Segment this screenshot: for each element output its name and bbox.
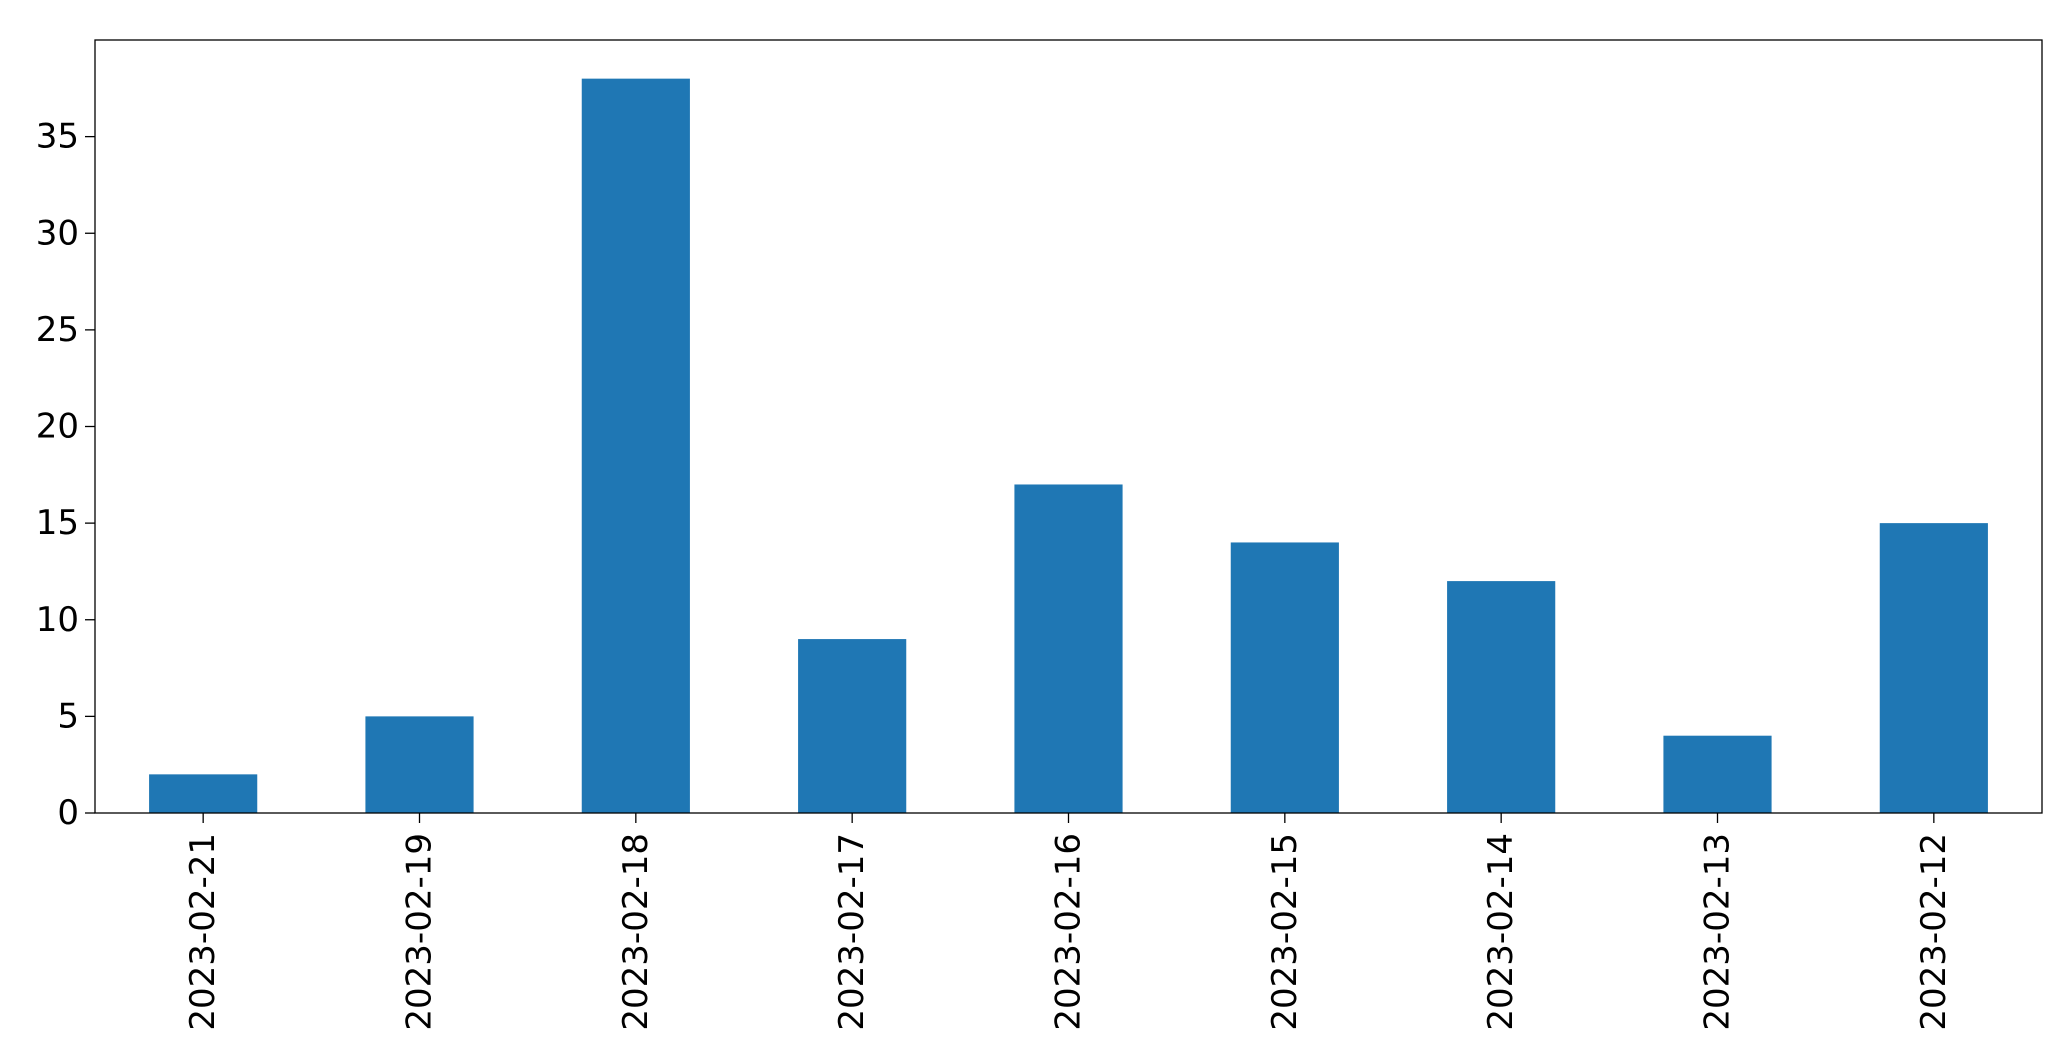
x-tick-label: 2023-02-19 bbox=[400, 833, 440, 1031]
y-tick-label: 15 bbox=[36, 503, 79, 543]
bar-2023-02-19 bbox=[365, 716, 474, 813]
x-tick-label: 2023-02-18 bbox=[616, 833, 656, 1031]
y-tick-label: 0 bbox=[57, 793, 79, 833]
x-tick-label: 2023-02-21 bbox=[183, 833, 223, 1031]
bar-2023-02-13 bbox=[1663, 735, 1772, 813]
y-tick-label: 25 bbox=[36, 310, 79, 350]
y-axis: 0 5 10 15 20 25 30 35 bbox=[36, 117, 95, 833]
y-tick-label: 35 bbox=[36, 117, 79, 157]
x-tick-label: 2023-02-17 bbox=[832, 833, 872, 1031]
x-tick-label: 2023-02-13 bbox=[1698, 833, 1738, 1031]
x-axis: 2023-02-21 2023-02-19 2023-02-18 2023-02-17… bbox=[183, 813, 1954, 1031]
bar-2023-02-21 bbox=[149, 774, 258, 813]
bar-2023-02-17 bbox=[798, 639, 907, 813]
plot-frame bbox=[94, 39, 2043, 814]
x-tick-label: 2023-02-16 bbox=[1049, 833, 1089, 1031]
bar-2023-02-15 bbox=[1230, 542, 1339, 813]
x-tick-label: 2023-02-14 bbox=[1481, 833, 1521, 1031]
y-tick-label: 30 bbox=[36, 213, 79, 253]
y-tick-label: 20 bbox=[36, 407, 79, 447]
x-tick-label: 2023-02-15 bbox=[1265, 833, 1305, 1031]
y-tick-label: 10 bbox=[36, 600, 79, 640]
x-tick-label: 2023-02-12 bbox=[1914, 833, 1954, 1031]
bar-2023-02-16 bbox=[1014, 484, 1123, 813]
bar-2023-02-18 bbox=[581, 78, 690, 813]
y-tick-label: 5 bbox=[57, 696, 79, 736]
bars-group bbox=[149, 78, 1988, 813]
bar-2023-02-14 bbox=[1447, 581, 1556, 813]
bar-2023-02-12 bbox=[1879, 523, 1988, 813]
